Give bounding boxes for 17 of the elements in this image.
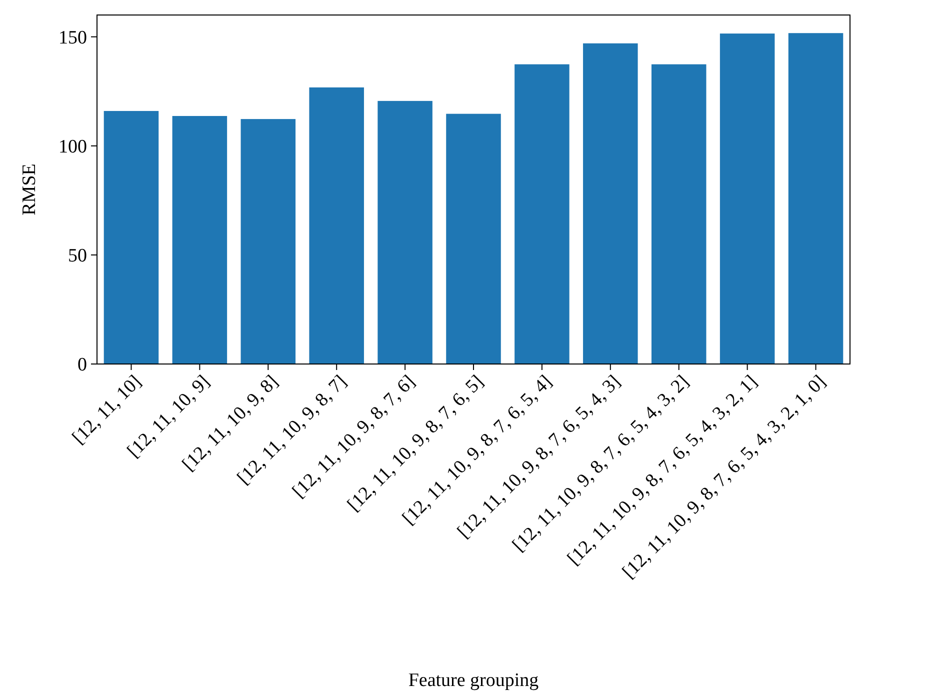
- bar: [104, 110, 159, 364]
- bar: [583, 43, 638, 364]
- y-axis-title: RMSE: [19, 164, 40, 216]
- bar: [446, 114, 501, 364]
- y-tick-label: 50: [68, 246, 87, 267]
- bar: [514, 64, 570, 364]
- x-axis-title: Feature grouping: [408, 670, 540, 691]
- y-tick-label: 150: [58, 27, 87, 48]
- bar: [378, 100, 432, 364]
- bar: [720, 34, 775, 364]
- y-tick-label: 0: [78, 354, 87, 376]
- bar: [651, 64, 706, 364]
- bar: [788, 33, 844, 364]
- bar: [309, 87, 364, 364]
- bar: [172, 116, 228, 364]
- bar: [240, 119, 296, 364]
- y-tick-label: 100: [58, 136, 87, 158]
